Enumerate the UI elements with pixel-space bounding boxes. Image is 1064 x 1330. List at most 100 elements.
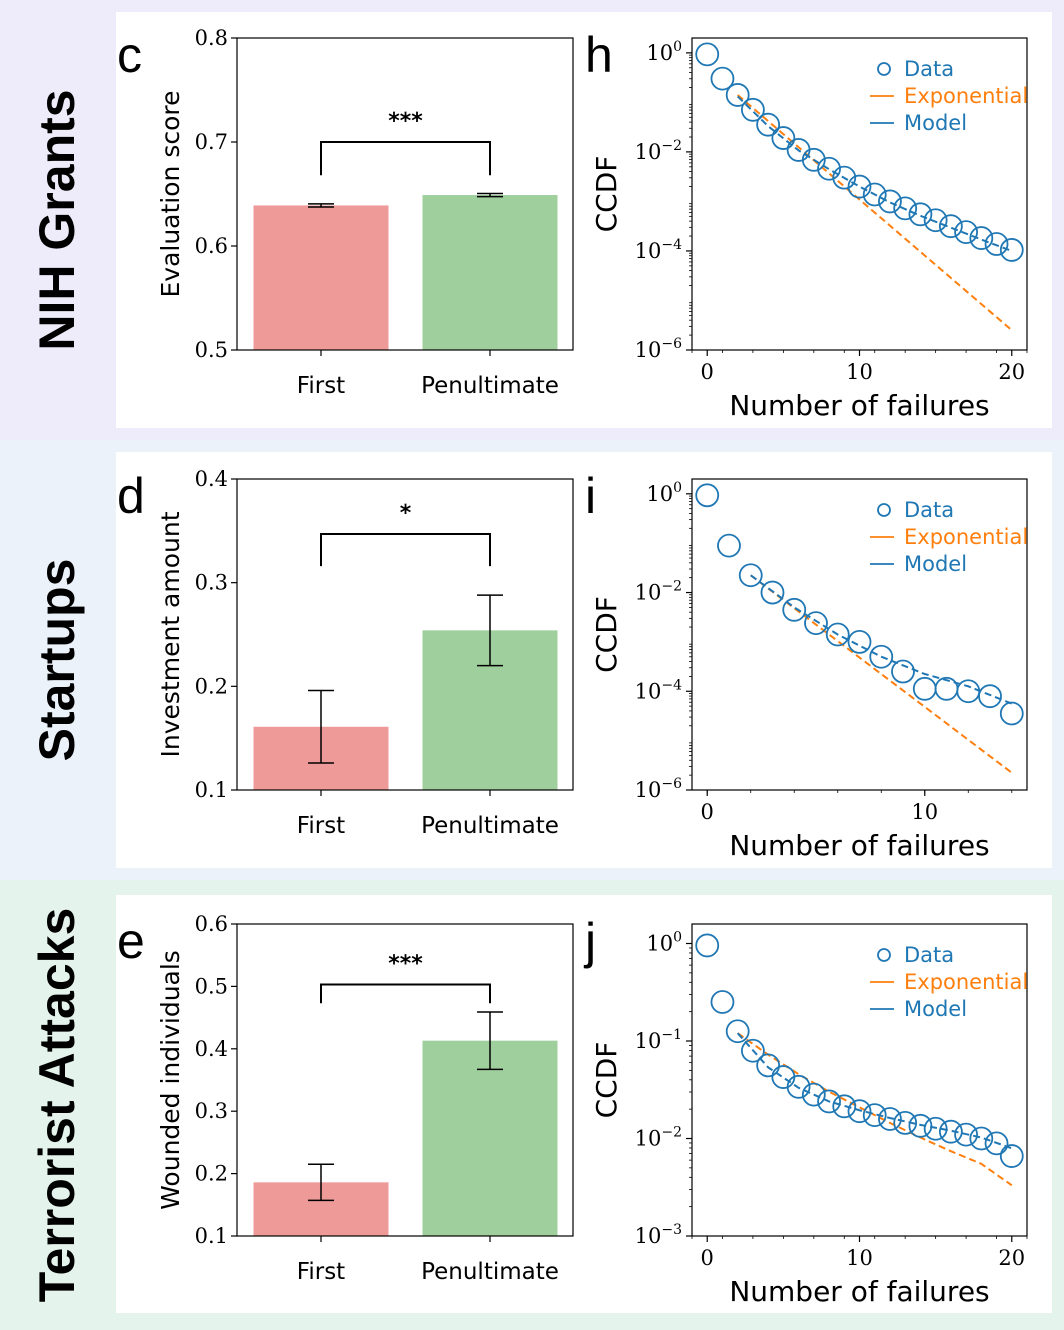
- x-tick-label: 10: [911, 800, 938, 824]
- data-point: [862, 1103, 887, 1127]
- data-point: [847, 630, 872, 654]
- legend-data-marker: [877, 503, 891, 517]
- legend-data-label: Data: [904, 498, 954, 522]
- data-point: [817, 1089, 841, 1114]
- axes-frame: [236, 37, 574, 351]
- y-axis-label: Investment amount: [156, 511, 185, 757]
- x-tick-label: First: [297, 813, 345, 839]
- x-axis-label: Number of failures: [729, 1275, 989, 1308]
- y-tick-label: 10−1: [635, 1027, 682, 1053]
- x-tick-label: 0: [701, 800, 714, 824]
- legend-data-label: Data: [904, 943, 954, 967]
- significance-marker: *: [400, 501, 412, 526]
- x-tick-label: 10: [846, 1246, 873, 1270]
- data-point: [938, 214, 963, 239]
- legend-model-label: Model: [904, 111, 967, 135]
- panel-label: i: [585, 468, 596, 524]
- chart-d: First Penultimate * 0.1 0.2 0.3 0.4 Investment …: [117, 467, 574, 839]
- significance-bracket: [320, 141, 491, 176]
- y-tick-label: 0.5: [195, 338, 228, 362]
- data-point: [782, 597, 807, 622]
- data-point: [832, 165, 857, 190]
- y-tick-label: 100: [646, 930, 682, 956]
- y-axis-label: CCDF: [590, 1042, 623, 1119]
- data-point: [817, 156, 841, 181]
- panel-label: d: [117, 468, 145, 524]
- data-point: [760, 580, 785, 605]
- x-tick-label: Penultimate: [421, 373, 559, 399]
- y-axis-label: Evaluation score: [156, 90, 185, 297]
- legend-model-label: Model: [904, 997, 967, 1021]
- y-tick-label: 0.2: [195, 674, 228, 698]
- panel-white-row2: [116, 452, 1052, 868]
- model-line: [736, 1032, 1013, 1150]
- y-axis-label: CCDF: [590, 596, 623, 673]
- data-point: [923, 208, 948, 233]
- y-tick-label: 0.1: [195, 778, 228, 802]
- data-point: [847, 1099, 872, 1124]
- legend-model-label: Model: [904, 552, 967, 576]
- data-point: [878, 189, 902, 214]
- model-line: [750, 574, 1013, 705]
- significance-bracket: [320, 983, 491, 1004]
- data-point: [771, 126, 796, 150]
- data-point: [756, 112, 781, 137]
- data-point: [725, 83, 750, 107]
- data-point: [908, 202, 933, 227]
- data-point: [923, 1116, 948, 1141]
- chart-j: 0 10 20 100 10−1 10−2 10−3 CCDF Number of failur…: [583, 913, 1028, 1308]
- bar-penultimate: [422, 195, 558, 350]
- x-axis-label: Number of failures: [729, 389, 989, 422]
- y-tick-label: 0.7: [195, 130, 228, 154]
- legend-exponential-label: Exponential: [904, 84, 1028, 108]
- exponential-line: [737, 1032, 1013, 1187]
- y-tick-label: 0.8: [195, 26, 228, 50]
- x-axis-label: Number of failures: [729, 829, 989, 862]
- y-tick-label: 0.4: [195, 1037, 228, 1061]
- axes-frame: [236, 923, 574, 1237]
- data-point: [984, 232, 1009, 256]
- plot-area: [695, 42, 1024, 331]
- panel-label: h: [585, 27, 613, 83]
- data-point: [912, 676, 937, 701]
- x-tick-label: 0: [701, 360, 714, 384]
- data-point: [891, 659, 915, 684]
- y-tick-label: 10−4: [635, 677, 682, 703]
- legend-data-marker: [877, 948, 891, 962]
- y-tick-label: 10−4: [635, 237, 682, 263]
- panel-label: j: [583, 913, 596, 969]
- data-point: [738, 563, 763, 588]
- data-point: [710, 66, 735, 91]
- plot-area: [695, 933, 1024, 1187]
- y-tick-label: 10−3: [635, 1222, 682, 1248]
- data-point: [984, 1131, 1009, 1156]
- significance-marker: ***: [388, 952, 423, 977]
- y-tick-label: 10−2: [635, 579, 682, 605]
- bar-first: [253, 205, 389, 350]
- data-point: [999, 238, 1024, 262]
- data-point: [978, 684, 1002, 709]
- data-point: [710, 990, 735, 1014]
- y-tick-label: 0.6: [195, 234, 228, 258]
- x-tick-label: First: [297, 1259, 345, 1285]
- axes-frame: [691, 478, 1028, 791]
- legend-data-marker: [877, 62, 891, 76]
- chart-i: 0 10 100 10−2 10−4 10−6 CCDF Number of failures…: [585, 468, 1028, 862]
- data-point: [741, 1038, 765, 1063]
- data-point: [725, 1019, 750, 1044]
- data-point: [825, 622, 850, 647]
- legend-data-label: Data: [904, 57, 954, 81]
- x-tick-label: 10: [846, 360, 873, 384]
- data-point: [969, 226, 994, 250]
- panel-label: e: [117, 913, 145, 969]
- y-tick-label: 100: [646, 480, 682, 506]
- data-point: [999, 1144, 1024, 1168]
- data-point: [695, 933, 720, 958]
- y-tick-label: 0.6: [195, 912, 228, 936]
- data-point: [804, 611, 828, 636]
- data-point: [938, 1119, 963, 1144]
- data-point: [756, 1053, 781, 1078]
- data-point: [695, 42, 720, 67]
- data-point: [893, 196, 918, 221]
